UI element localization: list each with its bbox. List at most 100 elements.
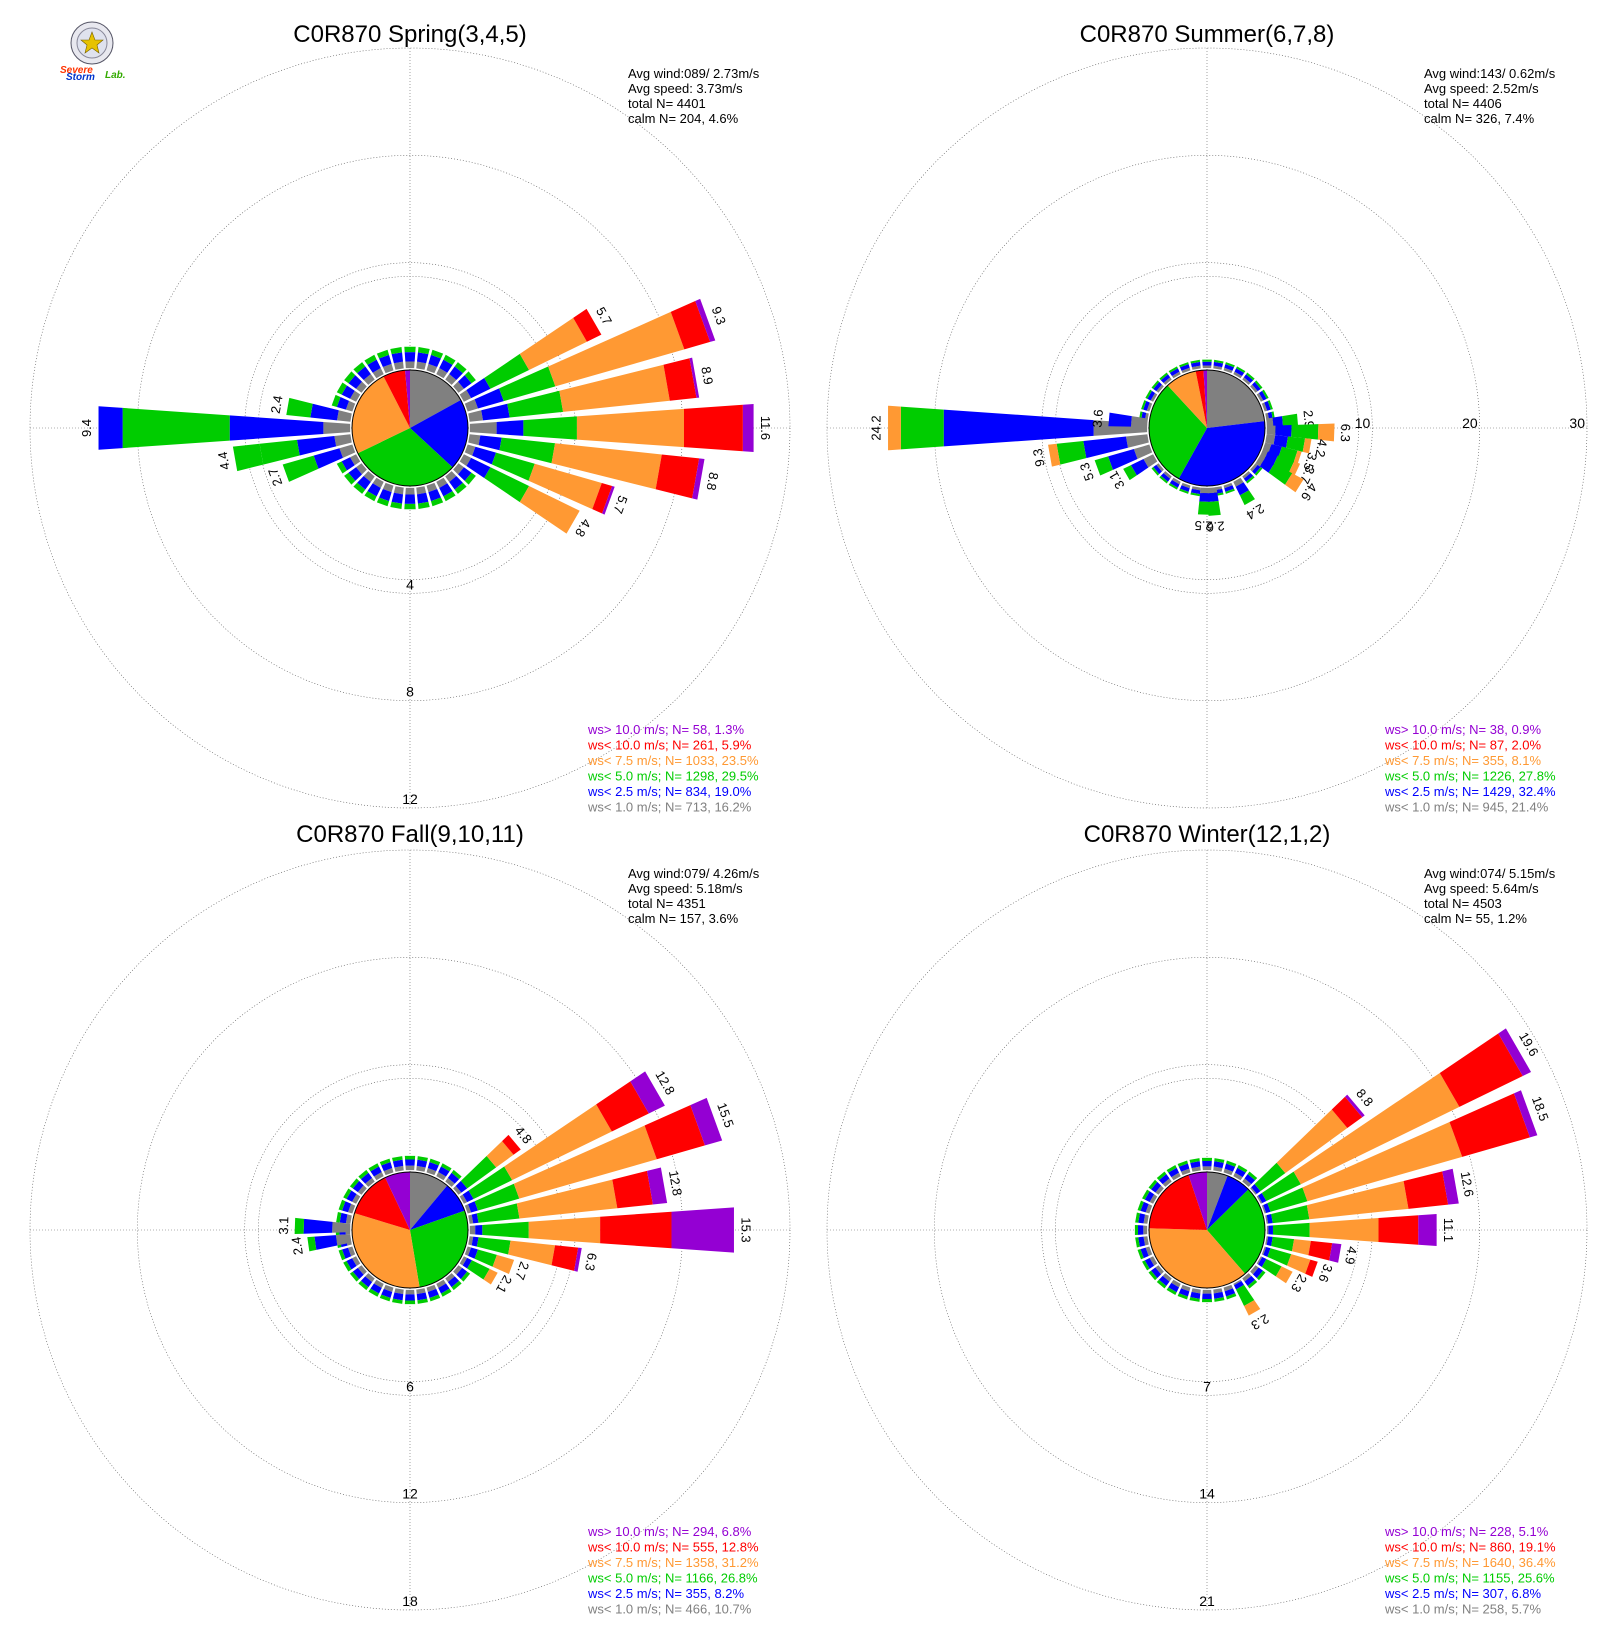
wind-bar-segment: [1208, 501, 1221, 516]
wind-bar-segment: [1108, 448, 1138, 470]
minor-bar-segment: [460, 1271, 471, 1282]
wind-bar-segment: [459, 389, 472, 402]
wind-bar-segment: [1251, 1184, 1261, 1194]
minor-bar-segment: [464, 371, 476, 384]
minor-bar-segment: [1233, 371, 1243, 379]
minor-bar-segment: [373, 1279, 384, 1288]
minor-bar-segment: [436, 368, 448, 379]
wind-bar-segment: [466, 377, 491, 399]
minor-bar-segment: [336, 397, 350, 410]
legend-entry: ws< 10.0 m/s; N= 261, 5.9%: [587, 738, 752, 753]
minor-bar-segment: [427, 1288, 439, 1298]
minor-bar-segment: [391, 352, 404, 364]
minor-bar-segment: [350, 390, 361, 402]
pie-slice: [410, 1185, 465, 1230]
wind-bar-segment: [332, 1221, 351, 1233]
minor-bar-segment: [1214, 1158, 1225, 1163]
wind-bar-segment: [692, 458, 705, 500]
minor-bar-segment: [393, 361, 404, 370]
ring-label: 10: [1355, 415, 1371, 431]
minor-bar-segment: [381, 1162, 393, 1172]
wind-bar-segment: [1263, 1246, 1271, 1257]
wind-bar-segment: [689, 357, 700, 398]
bar-value-label: 9.4: [79, 419, 94, 437]
wind-bar-segment: [496, 420, 524, 436]
wind-bar-segment: [1200, 487, 1210, 494]
minor-bar-segment: [1168, 1282, 1180, 1293]
minor-bar-segment: [416, 1292, 428, 1301]
minor-bar-segment: [1237, 1165, 1248, 1173]
minor-bar-segment: [1145, 1204, 1153, 1214]
minor-bar-segment: [1171, 1172, 1181, 1181]
minor-bar-segment: [1225, 488, 1235, 494]
wind-bar-segment: [1288, 461, 1301, 477]
wind-bar-segment: [459, 1256, 468, 1266]
wind-bar-segment: [1308, 1240, 1333, 1261]
wind-bar-segment: [469, 421, 497, 435]
minor-bar-segment: [1247, 1279, 1258, 1289]
minor-bar-segment: [1179, 488, 1189, 494]
stats-line: total N= 4351: [628, 896, 706, 911]
minor-bar-segment: [1246, 475, 1255, 484]
minor-bar-segment: [451, 1280, 462, 1291]
minor-bar-segment: [417, 1298, 428, 1304]
minor-bar-segment: [447, 1276, 460, 1288]
minor-bar-segment: [1213, 1166, 1223, 1172]
minor-bar-segment: [1214, 1297, 1225, 1302]
minor-bar-segment: [1181, 367, 1191, 374]
minor-bar-segment: [417, 501, 430, 510]
wind-bar-segment: [98, 406, 123, 450]
wind-bar-segment: [466, 457, 491, 479]
minor-bar-segment: [1191, 486, 1201, 491]
minor-bar-segment: [346, 1258, 357, 1270]
wind-bar-segment: [670, 301, 711, 350]
wind-bar-segment: [1130, 416, 1148, 427]
wind-bar-segment: [513, 1125, 657, 1199]
wind-bar-segment: [507, 390, 564, 418]
minor-bar-segment: [1201, 1157, 1213, 1161]
minor-bar-segment: [1163, 377, 1172, 385]
wind-bar-segment: [655, 454, 700, 499]
minor-bar-segment: [454, 482, 467, 494]
minor-bar-segment: [1162, 1178, 1172, 1187]
minor-bar-segment: [1234, 1167, 1246, 1178]
bar-value-label: 9.3: [1030, 447, 1048, 467]
wind-bar-segment: [612, 1170, 653, 1209]
wind-bar-segment: [602, 485, 615, 515]
wind-bar-segment: [742, 403, 754, 453]
minor-bar-segment: [1223, 367, 1233, 374]
minor-bar-segment: [1246, 372, 1255, 381]
wind-bar-segment: [647, 1167, 668, 1205]
grid-ring: [1055, 276, 1359, 580]
minor-bar-segment: [1202, 365, 1212, 369]
wind-bar-segment: [1273, 435, 1289, 448]
minor-bar-segment: [1202, 1166, 1212, 1171]
bar-value-label: 11.1: [1441, 1218, 1456, 1242]
minor-bar-segment: [331, 394, 341, 408]
wind-bar-segment: [294, 1217, 305, 1235]
legend-entry: ws< 1.0 m/s; N= 945, 21.4%: [1384, 800, 1549, 815]
wind-bar-segment: [1048, 443, 1061, 467]
minor-bar-segment: [368, 1163, 379, 1172]
minor-bar-segment: [1163, 471, 1172, 479]
wind-bar-segment: [1235, 1284, 1255, 1306]
bar-value-label: 5.3: [1077, 461, 1097, 483]
minor-bar-segment: [1171, 477, 1181, 485]
minor-bar-segment: [1179, 362, 1189, 368]
minor-bar-segment: [1244, 1174, 1256, 1185]
bar-value-label: 5.7: [610, 494, 630, 516]
minor-bar-segment: [348, 467, 363, 481]
wind-bar-segment: [1244, 1300, 1261, 1316]
pie-slice: [410, 399, 468, 468]
minor-bar-segment: [1166, 1287, 1177, 1295]
wind-bar-segment: [1275, 425, 1292, 437]
wind-bar-segment: [476, 1203, 520, 1223]
bar-value-label: 12.6: [1458, 1170, 1477, 1198]
stats-line: total N= 4401: [628, 96, 706, 111]
minor-bar-segment: [348, 1203, 356, 1214]
minor-bar-segment: [1169, 479, 1180, 488]
wind-bar-segment: [307, 1236, 317, 1252]
wind-bar-segment: [671, 1207, 734, 1253]
grid-ring: [1055, 1078, 1359, 1382]
